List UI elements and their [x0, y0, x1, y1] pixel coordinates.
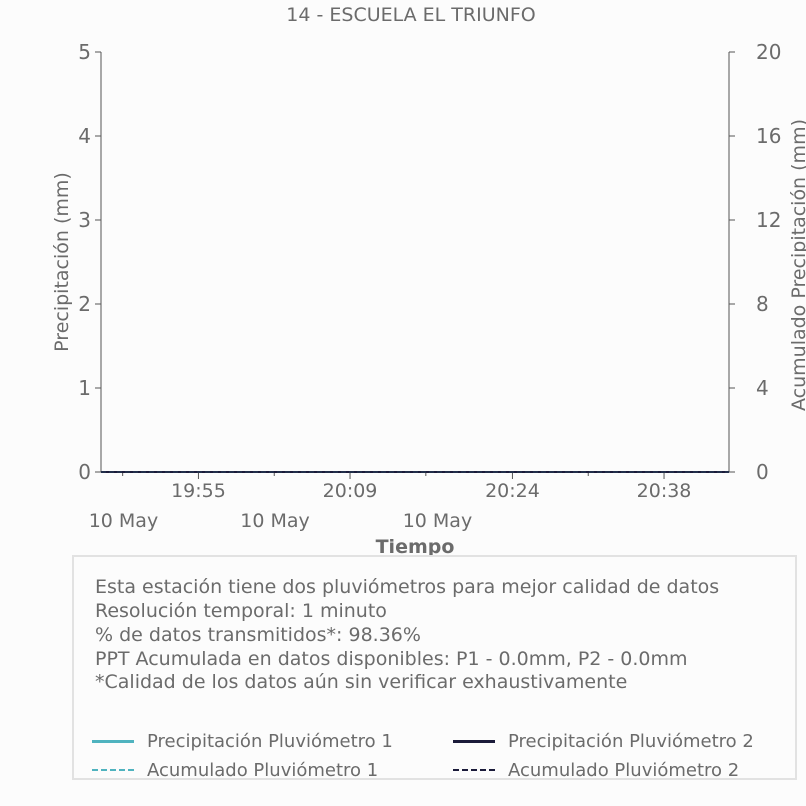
- info-quality-note: *Calidad de los datos aún sin verificar …: [95, 671, 628, 693]
- y-axis-label: Precipitación (mm): [51, 172, 73, 352]
- legend-swatch-p1: [92, 740, 134, 743]
- legend-label-p1: Precipitación Pluviómetro 1: [147, 731, 393, 752]
- legend-label-acc1: Acumulado Pluviómetro 1: [147, 760, 379, 781]
- y2-tick-label: 12: [756, 208, 781, 232]
- x-tick-date-label: 10 May: [403, 510, 473, 532]
- legend-label-acc2: Acumulado Pluviómetro 2: [508, 760, 740, 781]
- y-tick-label: 5: [78, 40, 91, 64]
- x-tick-label: 20:38: [637, 480, 692, 502]
- y2-tick-label: 8: [756, 292, 769, 316]
- x-tick-date-label: 10 May: [240, 510, 310, 532]
- legend-swatch-acc2: [453, 769, 495, 771]
- y-tick-label: 2: [78, 292, 91, 316]
- info-resolution: Resolución temporal: 1 minuto: [95, 600, 387, 622]
- y-tick-label: 1: [78, 376, 91, 400]
- info-stations-note: Esta estación tiene dos pluviómetros par…: [95, 576, 720, 598]
- chart-title: 14 - ESCUELA EL TRIUNFO: [286, 4, 535, 26]
- x-tick-label: 20:09: [323, 480, 378, 502]
- x-axis-label: Tiempo: [376, 536, 455, 558]
- y-tick-label: 3: [78, 208, 91, 232]
- x-tick-date-label: 10 May: [89, 510, 159, 532]
- y2-tick-label: 16: [756, 124, 781, 148]
- y-tick-label: 0: [78, 460, 91, 484]
- info-accumulated: PPT Acumulada en datos disponibles: P1 -…: [95, 648, 688, 670]
- y2-tick-label: 4: [756, 376, 769, 400]
- legend-label-p2: Precipitación Pluviómetro 2: [508, 731, 754, 752]
- y2-tick-label: 0: [756, 460, 769, 484]
- y-tick-label: 4: [78, 124, 91, 148]
- info-legend-box: Esta estación tiene dos pluviómetros par…: [72, 555, 797, 781]
- info-transmitted: % de datos transmitidos*: 98.36%: [95, 624, 421, 646]
- x-tick-label: 20:24: [485, 480, 540, 502]
- y2-axis-label: Acumulado Precipitación (mm): [788, 119, 806, 411]
- y2-tick-label: 20: [756, 40, 781, 64]
- legend-swatch-acc1: [92, 769, 134, 771]
- legend-swatch-p2: [453, 740, 495, 743]
- x-tick-label: 19:55: [171, 480, 226, 502]
